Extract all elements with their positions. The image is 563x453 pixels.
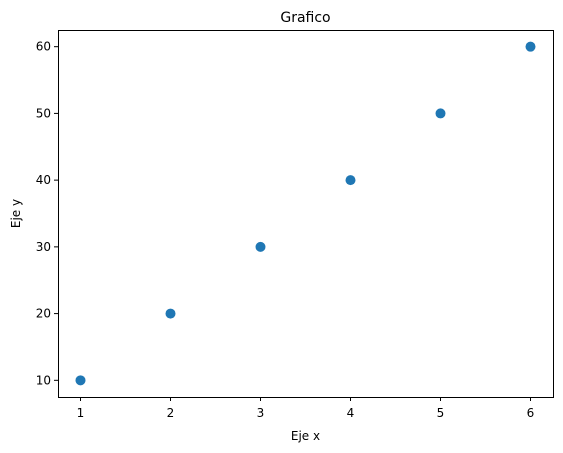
plot-frame bbox=[58, 30, 554, 398]
x-tick-label: 3 bbox=[257, 406, 265, 420]
x-tick-label: 6 bbox=[527, 406, 535, 420]
data-points bbox=[75, 41, 536, 386]
x-tick-label: 2 bbox=[167, 406, 175, 420]
y-tick-label: 50 bbox=[36, 106, 51, 120]
data-point bbox=[255, 241, 266, 252]
data-point bbox=[345, 175, 356, 186]
x-tick-label: 5 bbox=[437, 406, 445, 420]
data-point bbox=[75, 375, 86, 386]
data-point bbox=[525, 41, 536, 52]
x-axis-ticks: 1 2 3 4 5 6 bbox=[77, 397, 535, 420]
y-tick-label: 10 bbox=[36, 373, 51, 387]
data-point bbox=[165, 308, 176, 319]
y-axis-label: Eje y bbox=[9, 199, 23, 228]
x-axis-label: Eje x bbox=[291, 429, 320, 443]
chart-title: Grafico bbox=[280, 10, 330, 26]
x-tick-label: 4 bbox=[347, 406, 355, 420]
y-tick-label: 30 bbox=[36, 240, 51, 254]
y-tick-label: 60 bbox=[36, 40, 51, 54]
data-point bbox=[435, 108, 446, 119]
x-tick-label: 1 bbox=[77, 406, 85, 420]
y-tick-label: 20 bbox=[36, 307, 51, 321]
y-tick-label: 40 bbox=[36, 173, 51, 187]
y-axis-ticks: 10 20 30 40 50 60 bbox=[36, 40, 58, 387]
